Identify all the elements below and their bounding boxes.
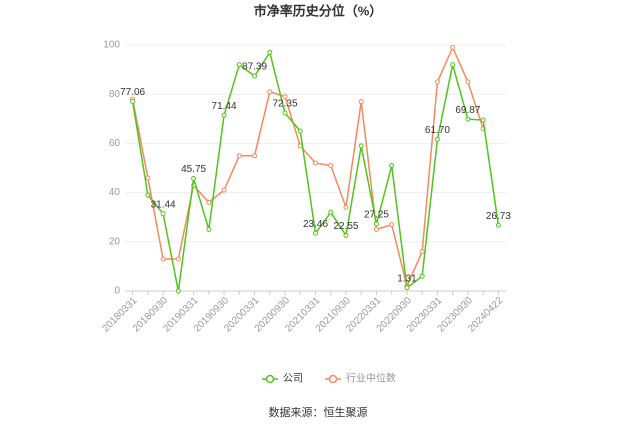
y-tick-label: 40: [109, 187, 121, 198]
chart-title: 市净率历史分位（%）: [254, 3, 383, 18]
data-point: [328, 163, 334, 169]
data-point: [267, 49, 273, 55]
data-point: [160, 256, 166, 262]
data-label: 26.73: [486, 211, 511, 222]
data-point: [160, 211, 166, 217]
legend-label: 公司: [283, 374, 303, 385]
data-point: [434, 79, 440, 85]
data-point: [419, 273, 425, 279]
y-tick-label: 100: [103, 40, 120, 51]
y-tick-label: 0: [114, 286, 120, 297]
data-point: [130, 98, 136, 104]
data-point: [389, 222, 395, 228]
data-point: [450, 62, 456, 68]
data-label: 22.55: [333, 221, 358, 232]
data-point: [465, 116, 471, 122]
source: 数据来源：恒生聚源: [269, 405, 368, 419]
data-point: [236, 153, 242, 159]
data-point: [175, 256, 181, 262]
data-point: [313, 230, 318, 236]
data-point: [465, 79, 471, 85]
data-label: 31.44: [151, 199, 176, 210]
y-tick-label: 60: [109, 138, 121, 149]
data-point: [221, 112, 227, 118]
data-point: [313, 160, 318, 166]
data-point: [221, 187, 227, 193]
legend-marker: [328, 374, 338, 384]
data-label: 77.06: [120, 87, 145, 98]
data-point: [480, 117, 486, 123]
data-point: [419, 249, 425, 255]
data-point: [206, 199, 212, 205]
data-point: [175, 288, 181, 294]
data-point: [282, 110, 288, 116]
data-point: [206, 227, 212, 232]
data-label: 1.31: [397, 273, 417, 284]
data-point: [434, 136, 440, 142]
data-point: [373, 221, 379, 227]
data-point: [450, 44, 456, 50]
data-point: [373, 227, 379, 232]
data-point: [389, 163, 395, 169]
data-point: [191, 175, 197, 181]
y-tick-label: 80: [109, 89, 121, 100]
data-point: [358, 143, 364, 149]
legend-marker: [265, 374, 275, 384]
data-point: [358, 99, 364, 105]
data-point: [236, 62, 242, 68]
data-label: 72.35: [273, 99, 298, 110]
data-label: 61.70: [425, 125, 450, 136]
data-point: [145, 175, 151, 181]
data-point: [267, 89, 273, 95]
data-point: [328, 209, 334, 215]
data-label: 87.39: [242, 62, 267, 73]
data-point: [343, 233, 349, 239]
data-point: [145, 192, 151, 198]
data-point: [282, 94, 288, 100]
data-point: [343, 204, 349, 210]
data-point: [252, 153, 258, 159]
data-point: [495, 222, 501, 228]
data-label: 27.25: [364, 210, 389, 221]
data-label: 69.87: [455, 105, 480, 116]
data-label: 23.46: [303, 219, 328, 230]
data-point: [297, 128, 303, 134]
data-point: [252, 73, 258, 79]
data-point: [404, 285, 410, 291]
data-label: 45.75: [181, 164, 206, 175]
y-tick-label: 20: [109, 236, 121, 247]
legend-label: 行业中位数: [346, 372, 396, 385]
data-label: 71.44: [212, 101, 237, 112]
